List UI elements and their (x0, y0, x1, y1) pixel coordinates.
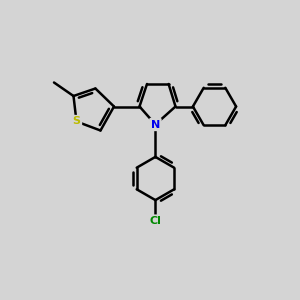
Text: N: N (151, 119, 160, 130)
Text: Cl: Cl (149, 216, 161, 226)
Text: S: S (73, 116, 80, 127)
